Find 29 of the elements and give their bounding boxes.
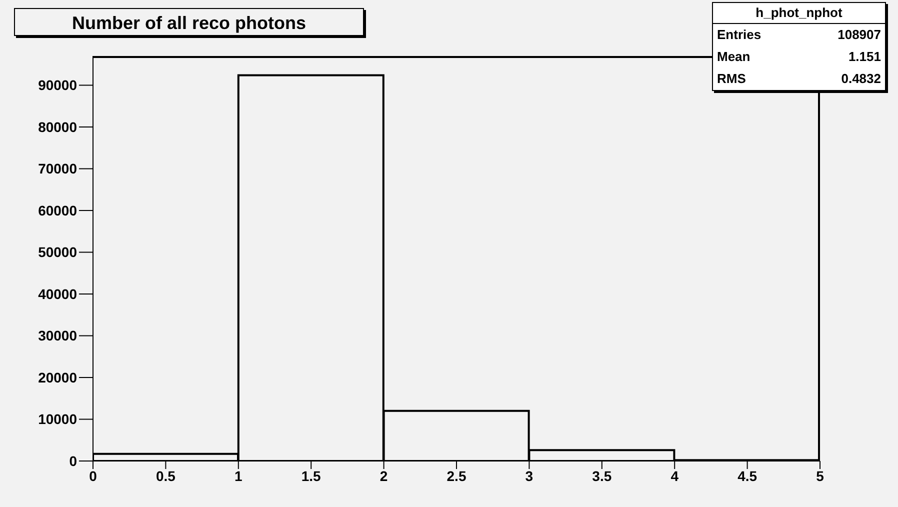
chart-title: Number of all reco photons [14, 8, 364, 36]
text: Entries [717, 26, 762, 44]
y-tick-label: 70000 [38, 160, 78, 177]
text: h_phot_nphot [713, 3, 885, 24]
y-tick-label: 30000 [38, 328, 78, 344]
y-tick-label: 90000 [38, 77, 78, 94]
x-tick-label: 2 [380, 468, 388, 484]
y-tick-label: 80000 [38, 118, 78, 135]
text: 1.151 [848, 48, 881, 66]
y-tick-label: 40000 [38, 286, 78, 302]
x-tick-label: 1 [234, 468, 242, 484]
x-tick-label: 4.5 [738, 468, 758, 484]
x-tick-label: 1.5 [301, 468, 322, 484]
text: 0.4832 [841, 70, 881, 88]
text: 108907 [838, 26, 881, 44]
annotation: RMS [717, 70, 746, 88]
y-tick-label: 60000 [38, 202, 78, 218]
y-tick-label: 10000 [38, 411, 78, 428]
annotation: Mean [717, 48, 750, 66]
x-tick-label: 0.5 [156, 468, 176, 484]
y-tick-label: 0 [69, 452, 78, 469]
x-tick-label: 3 [525, 468, 534, 484]
x-tick-label: 4 [670, 468, 679, 484]
x-tick-label: 3.5 [592, 468, 612, 484]
y-tick-label: 50000 [38, 244, 78, 260]
y-tick-label: 20000 [38, 369, 78, 386]
x-tick-label: 2.5 [446, 468, 466, 484]
x-tick-label: 5 [816, 468, 824, 484]
x-tick-label: 0 [89, 468, 98, 484]
